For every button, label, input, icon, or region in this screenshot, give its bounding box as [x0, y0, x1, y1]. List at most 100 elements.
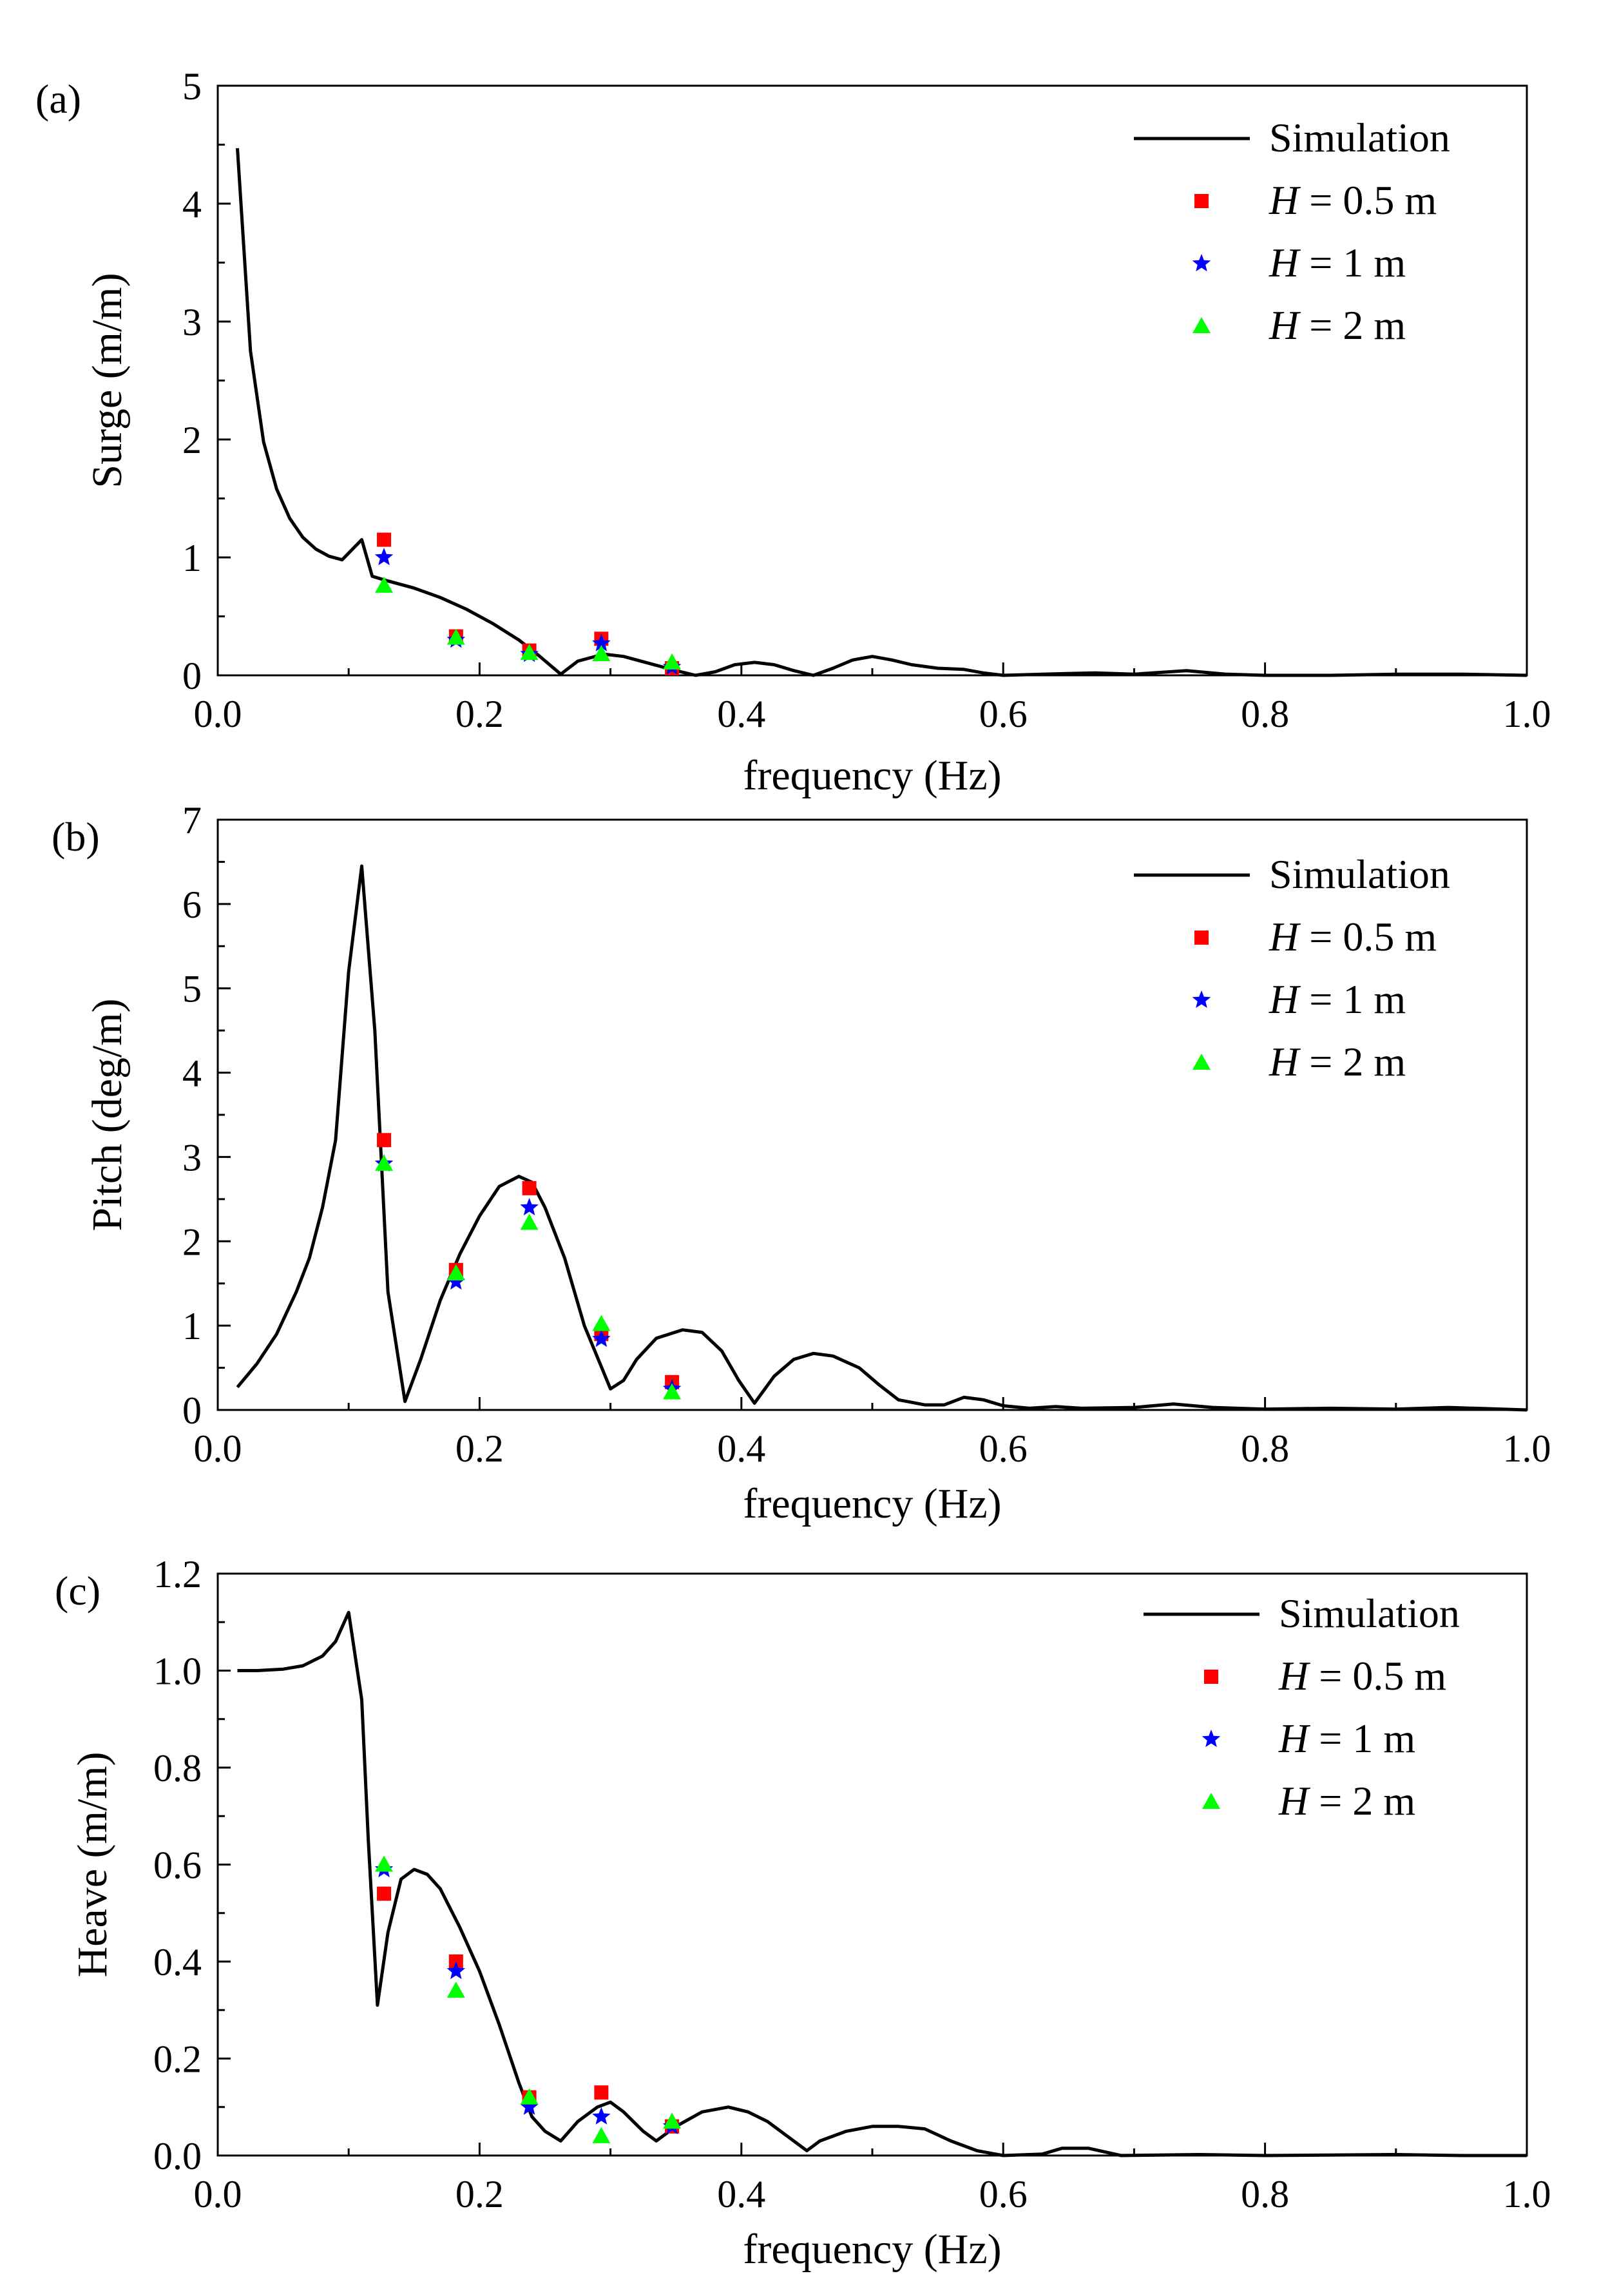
- plot-frame: [216, 818, 1528, 1411]
- legend-value: = 0.5 m: [1299, 914, 1437, 960]
- y-tick-label: 4: [182, 183, 202, 226]
- y-tick-label: 2: [182, 419, 202, 461]
- data-point-star: [520, 2097, 539, 2115]
- y-tick-label: 0.2: [153, 2038, 202, 2081]
- legend-label: H = 2 m: [1269, 302, 1406, 348]
- x-tick-label: 0.0: [194, 1427, 242, 1470]
- y-tick-label: 0: [182, 1389, 202, 1432]
- y-axis-title: Surge (m/m): [84, 273, 131, 488]
- data-point-square: [522, 1181, 537, 1195]
- legend-value: = 2 m: [1299, 302, 1406, 348]
- x-axis-title: frequency (Hz): [743, 2226, 1001, 2273]
- y-tick-label: 0.4: [153, 1941, 202, 1983]
- data-point-star: [592, 633, 611, 651]
- x-tick-label: 0.8: [1241, 693, 1289, 735]
- simulation-line: [237, 1610, 1527, 2157]
- x-tick-label: 0.2: [455, 693, 504, 735]
- data-point-triangle: [592, 1315, 611, 1331]
- legend-label: H = 2 m: [1269, 1039, 1406, 1085]
- data-point-triangle: [446, 1264, 465, 1281]
- legend-label: Simulation: [1279, 1590, 1460, 1636]
- y-tick-label: 7: [182, 799, 202, 842]
- legend-label: Simulation: [1269, 115, 1450, 160]
- data-point-triangle: [663, 653, 682, 670]
- data-point-star: [446, 1272, 466, 1290]
- legend-value: = 1 m: [1299, 240, 1406, 285]
- legend-marker-star: [1202, 1730, 1221, 1748]
- data-point-square: [448, 1954, 463, 1969]
- legend-label: H = 2 m: [1278, 1778, 1415, 1824]
- legend-variable: H: [1278, 1778, 1311, 1824]
- legend-label: H = 0.5 m: [1278, 1653, 1446, 1699]
- data-point-star: [520, 1197, 539, 1216]
- x-tick-label: 0.6: [979, 2173, 1028, 2215]
- data-point-square: [594, 2085, 609, 2100]
- y-tick-label: 0.6: [153, 1844, 202, 1887]
- y-axis-title: Heave (m/m): [69, 1751, 116, 1977]
- y-tick-label: 4: [182, 1052, 202, 1095]
- y-tick-label: 1: [182, 537, 202, 579]
- y-tick-label: 5: [182, 968, 202, 1010]
- legend-variable: H: [1269, 1039, 1301, 1085]
- x-tick-label: 0.2: [455, 1427, 504, 1470]
- data-point-triangle: [446, 628, 465, 645]
- y-tick-label: 3: [182, 301, 202, 343]
- y-axis-title: Pitch (deg/m): [84, 998, 131, 1231]
- legend-label: H = 1 m: [1269, 976, 1406, 1022]
- legend-marker-square: [1204, 1670, 1218, 1684]
- y-tick-label: 0.0: [153, 2135, 202, 2177]
- legend-marker-triangle: [1192, 317, 1211, 333]
- legend-value: = 2 m: [1308, 1778, 1415, 1824]
- legend-marker-star: [1192, 990, 1211, 1008]
- x-tick-label: 1.0: [1503, 693, 1551, 735]
- legend-marker-star: [1192, 254, 1211, 272]
- data-point-triangle: [592, 2127, 611, 2143]
- y-tick-label: 5: [182, 65, 202, 108]
- legend-variable: H: [1278, 1715, 1311, 1761]
- series-triangle: [375, 1855, 682, 2143]
- data-point-triangle: [375, 1855, 394, 1872]
- data-point-square: [377, 1133, 392, 1148]
- legend-marker-triangle: [1202, 1793, 1220, 1809]
- panel-b: 0.0 0.2 0.4 0.6 0.8 1.0 0 1 2 3 4 5 6 7 frequency (Hz)…: [52, 799, 1551, 1527]
- data-point-star: [374, 548, 394, 566]
- x-tick-label: 0.2: [455, 2173, 504, 2215]
- x-tick-label: 0.4: [717, 2173, 765, 2215]
- panel-c: 0.0 0.2 0.4 0.6 0.8 1.0 0.0 0.2 0.4 0.6 0.8 1.0 1.2 f…: [55, 1553, 1551, 2273]
- x-tick-label: 0.0: [194, 693, 242, 735]
- x-axis-title: frequency (Hz): [743, 1480, 1001, 1527]
- x-axis-title: frequency (Hz): [743, 752, 1001, 799]
- x-tick-label: 0.6: [979, 693, 1028, 735]
- data-point-triangle: [520, 2088, 539, 2105]
- panel-a: 0.0 0.2 0.4 0.6 0.8 1.0 0 1 2 3 4 5 frequency (Hz) Su…: [35, 65, 1551, 799]
- legend-label: H = 1 m: [1269, 240, 1406, 285]
- data-point-triangle: [592, 645, 611, 662]
- data-point-star: [592, 2107, 611, 2125]
- panel-label: (b): [52, 814, 100, 860]
- x-tick-label: 0.6: [979, 1427, 1028, 1470]
- x-tick-label: 1.0: [1503, 1427, 1551, 1470]
- legend-marker-triangle: [1192, 1054, 1211, 1070]
- legend-label: H = 0.5 m: [1269, 914, 1437, 960]
- data-point-triangle: [663, 1383, 682, 1400]
- y-tick-label: 1.2: [153, 1553, 202, 1596]
- legend-variable: H: [1269, 914, 1301, 960]
- y-tick-label: 2: [182, 1220, 202, 1263]
- legend-variable: H: [1278, 1653, 1311, 1699]
- data-point-triangle: [663, 2112, 682, 2129]
- legend-variable: H: [1269, 976, 1301, 1022]
- legend-label: Simulation: [1269, 851, 1450, 897]
- data-point-star: [446, 1962, 466, 1980]
- y-tick-label: 6: [182, 883, 202, 926]
- x-tick-label: 0.0: [194, 2173, 242, 2215]
- legend-value: = 2 m: [1299, 1039, 1406, 1085]
- x-tick-label: 0.4: [717, 693, 765, 735]
- panel-label: (a): [35, 76, 81, 122]
- data-point-triangle: [446, 1982, 465, 1998]
- simulation-line: [236, 148, 1527, 677]
- legend-variable: H: [1269, 240, 1301, 285]
- x-tick-label: 0.4: [717, 1427, 765, 1470]
